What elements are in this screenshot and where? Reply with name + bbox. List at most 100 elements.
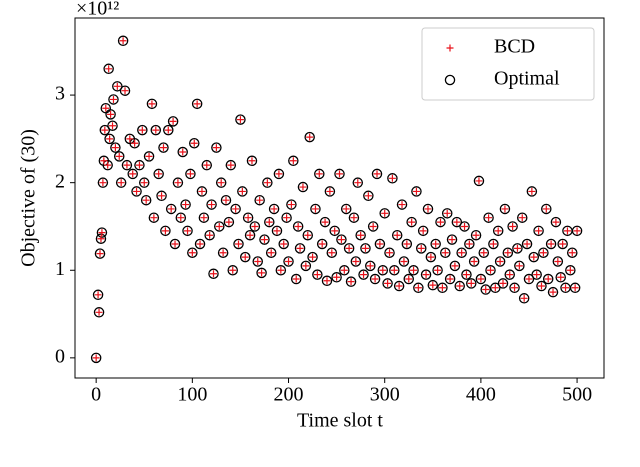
bcd-point: [537, 282, 545, 290]
optimal-point: [137, 124, 148, 136]
x-tick-label: 200: [274, 384, 304, 406]
optimal-point: [227, 265, 238, 276]
bcd-point: [552, 218, 560, 226]
optimal-point: [252, 256, 263, 267]
bcd-point: [333, 273, 341, 281]
optimal-point: [163, 124, 174, 136]
bcd-point: [225, 218, 233, 226]
optimal-point: [444, 273, 456, 285]
optimal-point: [518, 293, 530, 304]
optimal-point: [103, 63, 114, 75]
bcd-point: [148, 100, 156, 108]
bcd-point: [267, 249, 275, 257]
bcd-point: [270, 205, 278, 213]
bcd-point: [285, 258, 293, 266]
optimal-point: [233, 238, 244, 250]
bcd-point: [549, 288, 557, 296]
optimal-point: [182, 225, 193, 237]
optimal-point: [437, 282, 448, 294]
optimal-point: [406, 216, 417, 228]
y-tick-label: 1: [55, 258, 65, 280]
optimal-point: [331, 272, 342, 283]
optimal-point: [115, 177, 127, 188]
bcd-point: [299, 183, 307, 191]
optimal-point: [542, 273, 554, 285]
bcd-point: [254, 258, 262, 266]
optimal-point: [468, 256, 480, 267]
bcd-point: [350, 214, 358, 222]
optimal-point: [175, 212, 187, 223]
optimal-point: [246, 155, 258, 167]
optimal-point: [204, 229, 215, 241]
bcd-point: [373, 170, 381, 178]
bcd-point: [528, 187, 536, 195]
bcd-point: [354, 179, 362, 187]
bcd-point: [186, 170, 194, 178]
optimal-point: [413, 282, 424, 294]
optimal-point: [502, 247, 514, 258]
optimal-point: [507, 221, 518, 232]
bcd-point: [403, 240, 411, 248]
bcd-point: [345, 244, 353, 252]
bcd-point: [171, 240, 179, 248]
optimal-point: [217, 247, 229, 258]
optimal-point: [201, 159, 213, 171]
bcd-point: [184, 227, 192, 235]
bcd-point: [448, 236, 456, 244]
bcd-point: [109, 95, 117, 103]
optimal-point: [191, 98, 203, 110]
optimal-point: [158, 142, 169, 153]
optimal-point: [398, 256, 410, 267]
optimal-point: [470, 229, 482, 241]
optimal-point: [536, 280, 547, 292]
optimal-point: [478, 247, 490, 258]
optimal-point: [268, 203, 280, 215]
bcd-point: [96, 250, 104, 258]
bcd-point: [501, 205, 509, 213]
optimal-point: [169, 238, 181, 250]
optimal-point: [304, 131, 315, 143]
bcd-point: [458, 249, 466, 257]
bcd-point: [571, 284, 579, 292]
bcd-point: [530, 253, 538, 261]
bcd-point: [417, 244, 425, 252]
optimal-point: [492, 225, 504, 237]
optimal-point: [550, 216, 562, 228]
bcd-point: [371, 275, 379, 283]
bcd-point: [361, 244, 369, 252]
bcd-point: [92, 354, 100, 362]
optimal-point: [401, 238, 413, 250]
bcd-point: [129, 170, 137, 178]
optimal-point: [348, 212, 360, 223]
bcd-point: [366, 262, 374, 270]
bcd-point: [573, 227, 581, 235]
bcd-point: [485, 214, 493, 222]
legend-marker: [444, 74, 456, 86]
optimal-point: [281, 212, 292, 223]
optimal-point: [475, 273, 487, 285]
optimal-point: [509, 282, 520, 294]
bcd-point: [432, 240, 440, 248]
bcd-point: [395, 282, 403, 290]
optimal-point: [259, 234, 270, 245]
bcd-point: [342, 205, 350, 213]
bcd-point: [562, 284, 570, 292]
bcd-point: [229, 266, 237, 274]
optimal-point: [488, 238, 499, 250]
optimal-point: [180, 199, 191, 210]
bcd-point: [251, 222, 259, 230]
y-tick-label: 2: [55, 170, 65, 192]
bcd-point: [273, 227, 281, 235]
bcd-point: [563, 227, 571, 235]
optimal-point: [102, 159, 113, 171]
optimal-point: [177, 146, 188, 158]
optimal-point: [499, 203, 511, 215]
optimal-point: [456, 247, 467, 258]
bcd-point: [260, 236, 268, 244]
bcd-point: [161, 227, 169, 235]
bcd-point: [566, 266, 574, 274]
y-axis-label: Objective of (30): [18, 129, 40, 267]
optimal-point: [127, 168, 138, 180]
bcd-point: [196, 240, 204, 248]
